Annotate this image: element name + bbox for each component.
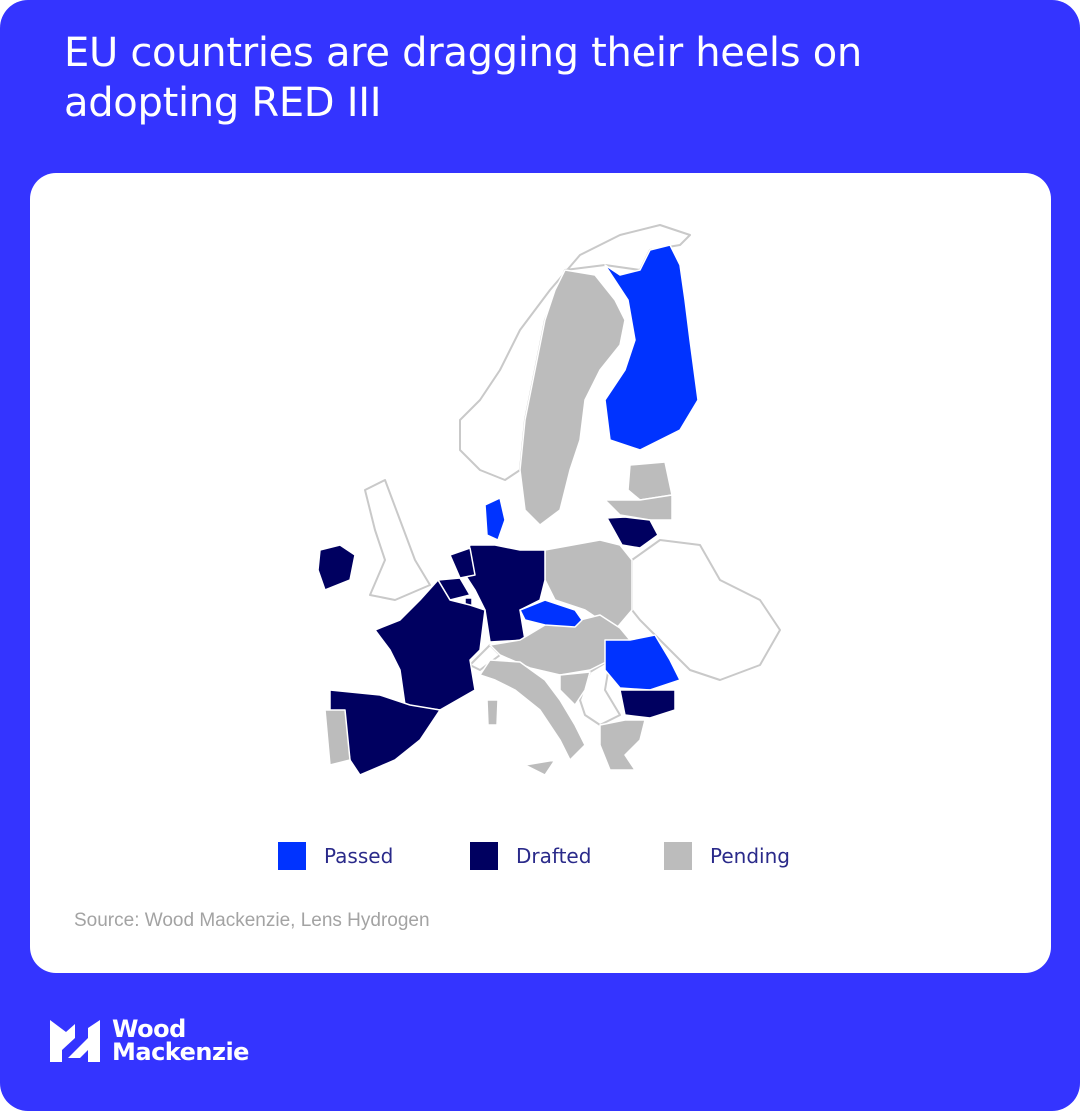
country-bulgaria (619, 689, 676, 719)
country-poland (544, 539, 633, 631)
legend-swatch-passed (278, 842, 306, 870)
country-uk (364, 479, 431, 601)
country-latvia (604, 494, 673, 521)
legend-pending: Pending (664, 842, 790, 870)
country-finland (604, 244, 699, 451)
legend-label: Pending (710, 844, 790, 868)
country-denmark (484, 497, 506, 541)
country-ireland (317, 544, 356, 591)
country-greece (599, 719, 646, 771)
legend-swatch-drafted (470, 842, 498, 870)
country-central-europe (489, 614, 631, 676)
country-sweden (519, 269, 626, 526)
wood-mackenzie-logo: Wood Mackenzie (50, 1015, 249, 1066)
country-italy (479, 659, 586, 761)
country-croatia (559, 671, 591, 706)
country-france (374, 579, 486, 711)
legend-label: Passed (324, 844, 394, 868)
country-belarus-ukraine (631, 539, 781, 681)
logo-line-2: Mackenzie (112, 1038, 249, 1066)
country-czechia (519, 599, 583, 628)
legend-swatch-pending (664, 842, 692, 870)
country-italy-sicily (524, 759, 556, 776)
country-romania (604, 634, 681, 691)
legend-drafted: Drafted (470, 842, 591, 870)
country-portugal (324, 709, 351, 766)
country-netherlands (449, 547, 476, 579)
logo-mark-icon (50, 1020, 100, 1062)
legend-label: Drafted (516, 844, 592, 868)
logo-line-1: Wood (112, 1015, 186, 1043)
country-lithuania (606, 516, 659, 549)
country-italy-sardinia (486, 699, 499, 726)
source-note: Source: Wood Mackenzie, Lens Hydrogen (74, 910, 430, 931)
legend-passed: Passed (278, 842, 393, 870)
country-estonia (627, 461, 673, 501)
page-title: EU countries are dragging their heels on… (64, 30, 862, 126)
